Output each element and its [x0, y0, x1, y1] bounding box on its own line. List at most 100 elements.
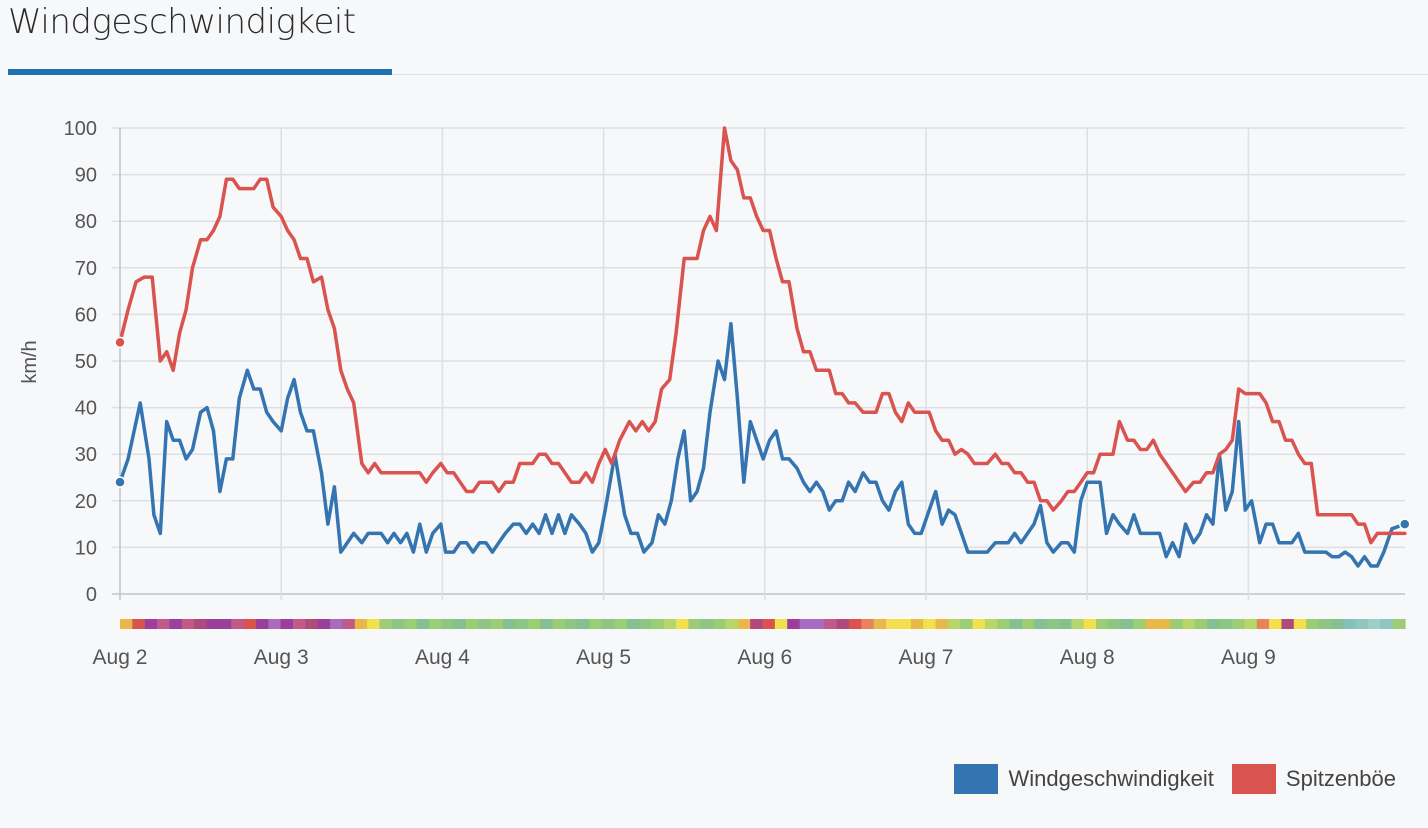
- strip-segment: [503, 619, 516, 629]
- strip-segment: [1343, 619, 1357, 629]
- strip-segment: [984, 619, 998, 629]
- strip-segment: [1318, 619, 1332, 629]
- strip-segment: [910, 619, 924, 629]
- strip-segment: [873, 619, 887, 629]
- legend-item-gust[interactable]: Spitzenböe: [1231, 764, 1396, 794]
- strip-segment: [379, 619, 393, 629]
- x-axis-ticks: Aug 2 Aug 3 Aug 4 Aug 5 Aug 6 Aug 7 Aug 8 Aug 9: [93, 646, 1276, 669]
- strip-segment: [1306, 619, 1320, 629]
- strip-segment: [1281, 619, 1295, 629]
- strip-segment: [218, 619, 232, 629]
- strip-segment: [1380, 619, 1394, 629]
- wind-end-marker: [1399, 518, 1411, 530]
- strip-segment: [1157, 619, 1171, 629]
- strip-segment: [824, 619, 838, 629]
- strip-segment: [1182, 619, 1196, 629]
- page-title: Windgeschwindigkeit: [8, 2, 356, 42]
- strip-segment: [1170, 619, 1184, 629]
- strip-segment: [342, 619, 356, 629]
- strip-segment: [1293, 619, 1307, 629]
- y-tick-label: 40: [75, 398, 97, 420]
- strip-segment: [1108, 619, 1122, 629]
- strip-segment: [737, 619, 751, 629]
- strip-segment: [428, 619, 442, 629]
- strip-segment: [886, 619, 900, 629]
- strip-segment: [120, 619, 133, 629]
- strip-segment: [231, 619, 245, 629]
- strip-segment: [848, 619, 862, 629]
- y-tick-label: 100: [64, 118, 97, 140]
- strip-segment: [552, 619, 566, 629]
- strip-segment: [1021, 619, 1035, 629]
- x-tick-label: Aug 5: [576, 646, 631, 669]
- strip-segment: [441, 619, 455, 629]
- strip-segment: [206, 619, 220, 629]
- strip-segment: [750, 619, 764, 629]
- legend-swatch-wind: [954, 764, 999, 794]
- strip-segment: [1269, 619, 1283, 629]
- legend-swatch-gust: [1231, 764, 1276, 794]
- strip-segment: [416, 619, 430, 629]
- strip-segment: [1232, 619, 1245, 629]
- strip-segment: [1059, 619, 1072, 629]
- strip-segment: [589, 619, 603, 629]
- strip-segment: [1194, 619, 1208, 629]
- strip-segment: [1009, 619, 1023, 629]
- strip-segment: [836, 619, 850, 629]
- strip-segment: [651, 619, 665, 629]
- strip-segment: [577, 619, 591, 629]
- strip-segment: [404, 619, 418, 629]
- strip-segment: [1207, 619, 1221, 629]
- x-tick-label: Aug 9: [1221, 646, 1276, 669]
- strip-segment: [490, 619, 504, 629]
- chart-grid: [112, 127, 1405, 600]
- x-tick-label: Aug 4: [415, 646, 470, 669]
- strip-segment: [1071, 619, 1085, 629]
- strip-segment: [688, 619, 702, 629]
- gust-start-marker: [114, 336, 126, 349]
- x-tick-label: Aug 7: [899, 646, 954, 669]
- chart-series: [114, 126, 1411, 568]
- wind-start-marker: [114, 476, 126, 488]
- y-tick-label: 90: [75, 165, 97, 187]
- y-tick-label: 60: [75, 304, 97, 326]
- legend-item-wind[interactable]: Windgeschwindigkeit: [954, 764, 1214, 794]
- strip-segment: [527, 619, 541, 629]
- strip-segment: [663, 619, 677, 629]
- strip-segment: [132, 619, 146, 629]
- strip-segment: [601, 619, 615, 629]
- strip-segment: [465, 619, 479, 629]
- strip-segment: [676, 619, 689, 629]
- strip-segment: [811, 619, 825, 629]
- strip-segment: [762, 619, 776, 629]
- strip-segment: [391, 619, 405, 629]
- y-axis-ticks: 0 10 20 30 40 50 60 70 80 90 100: [64, 118, 97, 606]
- y-axis-label: km/h: [19, 340, 41, 383]
- strip-segment: [638, 619, 652, 629]
- x-tick-label: Aug 3: [254, 646, 309, 669]
- strip-segment: [1355, 619, 1369, 629]
- strip-segment: [354, 619, 368, 629]
- strip-segment: [1256, 619, 1270, 629]
- strip-segment: [799, 619, 813, 629]
- chart-legend: Windgeschwindigkeit Spitzenböe: [954, 764, 1396, 794]
- strip-segment: [280, 619, 294, 629]
- y-tick-label: 70: [75, 258, 97, 280]
- strip-segment: [1330, 619, 1344, 629]
- strip-segment: [1096, 619, 1110, 629]
- strip-segment: [330, 619, 344, 629]
- y-tick-label: 10: [75, 537, 97, 559]
- strip-segment: [317, 619, 331, 629]
- strip-segment: [787, 619, 801, 629]
- x-tick-label: Aug 2: [93, 646, 148, 669]
- strip-segment: [774, 619, 788, 629]
- strip-segment: [515, 619, 529, 629]
- strip-segment: [614, 619, 628, 629]
- x-tick-label: Aug 8: [1060, 646, 1115, 669]
- strip-segment: [935, 619, 949, 629]
- x-tick-label: Aug 6: [737, 646, 792, 669]
- strip-segment: [1133, 619, 1147, 629]
- series-line-gust: [118, 126, 1407, 545]
- strip-segment: [181, 619, 195, 629]
